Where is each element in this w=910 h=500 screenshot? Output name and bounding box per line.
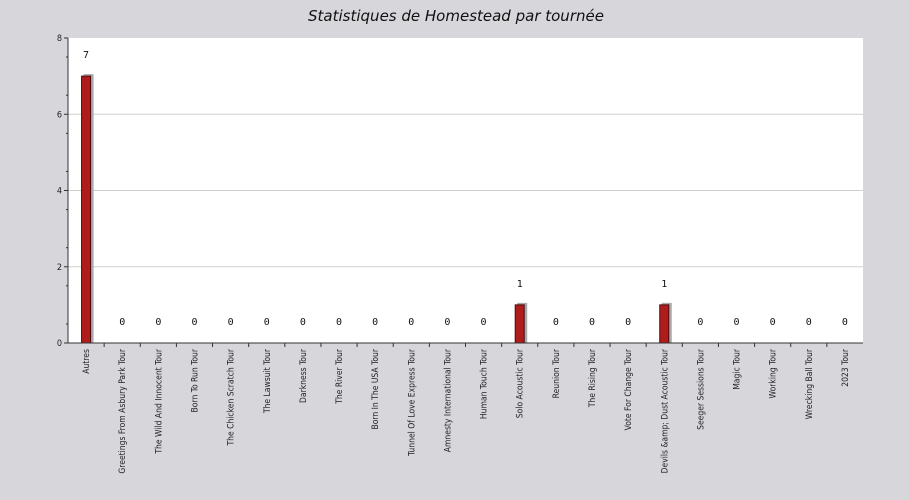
x-tick-label: Vote For Change Tour — [624, 348, 634, 430]
y-tick-label: 4 — [57, 187, 62, 197]
x-tick-label: Greetings From Asbury Park Tour — [118, 348, 128, 473]
data-label: 7 — [83, 50, 89, 61]
x-tick-label: Autres — [82, 349, 92, 374]
y-tick-label: 8 — [57, 34, 62, 44]
bar — [659, 304, 670, 344]
gridlines — [68, 113, 863, 268]
x-tick-label: Solo Acoustic Tour — [516, 348, 526, 418]
data-label: 0 — [697, 317, 703, 328]
y-tick-label: 6 — [57, 110, 62, 120]
x-tick-label: The Chicken Scratch Tour — [227, 348, 237, 446]
data-label: 0 — [481, 317, 487, 328]
y-tick-label: 2 — [57, 263, 62, 273]
data-label: 0 — [336, 317, 342, 328]
x-tick-label: The Wild And Innocent Tour — [154, 348, 164, 454]
data-label: 0 — [191, 317, 197, 328]
x-tick-label: Born To Run Tour — [190, 348, 200, 412]
x-tick-label: The River Tour — [335, 348, 345, 405]
x-tick-label: 2023 Tour — [841, 348, 851, 387]
data-labels: 7 0 0 0 0 0 0 0 0 0 0 0 1 0 0 0 1 0 0 0 0 0 — [83, 50, 848, 328]
data-label: 0 — [806, 317, 812, 328]
data-label: 0 — [589, 317, 595, 328]
data-label: 0 — [300, 317, 306, 328]
x-axis-ticks: Autres Greetings From Asbury Park Tour The… — [82, 343, 851, 474]
data-label: 0 — [372, 317, 378, 328]
data-label: 0 — [444, 317, 450, 328]
data-label: 0 — [155, 317, 161, 328]
bar — [514, 304, 525, 344]
data-label: 0 — [119, 317, 125, 328]
data-label: 0 — [625, 317, 631, 328]
data-label: 0 — [770, 317, 776, 328]
x-tick-label: Magic Tour — [733, 348, 743, 390]
x-tick-label: Reunion Tour — [552, 348, 562, 398]
x-tick-label: Human Touch Tour — [480, 348, 490, 419]
data-label: 0 — [553, 317, 559, 328]
y-axis-ticks: 0 2 4 6 8 — [57, 34, 68, 349]
x-tick-label: Wrecking Ball Tour — [805, 348, 815, 419]
x-tick-label: The Lawsuit Tour — [263, 348, 273, 414]
x-tick-label: Amnesty International Tour — [443, 348, 453, 452]
data-label: 0 — [264, 317, 270, 328]
x-tick-label: Seeger Sessions Tour — [696, 348, 706, 430]
data-label: 0 — [408, 317, 414, 328]
x-tick-label: The Rising Tour — [588, 348, 598, 408]
data-label: 0 — [228, 317, 234, 328]
data-label: 0 — [842, 317, 848, 328]
bar — [81, 75, 92, 344]
data-label: 0 — [734, 317, 740, 328]
x-tick-label: Working Tour — [769, 348, 779, 398]
x-tick-label: Tunnel Of Love Express Tour — [407, 348, 417, 457]
data-label: 1 — [661, 279, 667, 290]
x-tick-label: Devils &amp; Dust Acoustic Tour — [660, 348, 670, 473]
x-tick-label: Born In The USA Tour — [371, 348, 381, 429]
x-tick-label: Darkness Tour — [299, 348, 309, 403]
data-label: 1 — [517, 279, 523, 290]
y-tick-label: 0 — [57, 339, 62, 349]
chart-title: Statistiques de Homestead par tournée — [308, 7, 604, 25]
